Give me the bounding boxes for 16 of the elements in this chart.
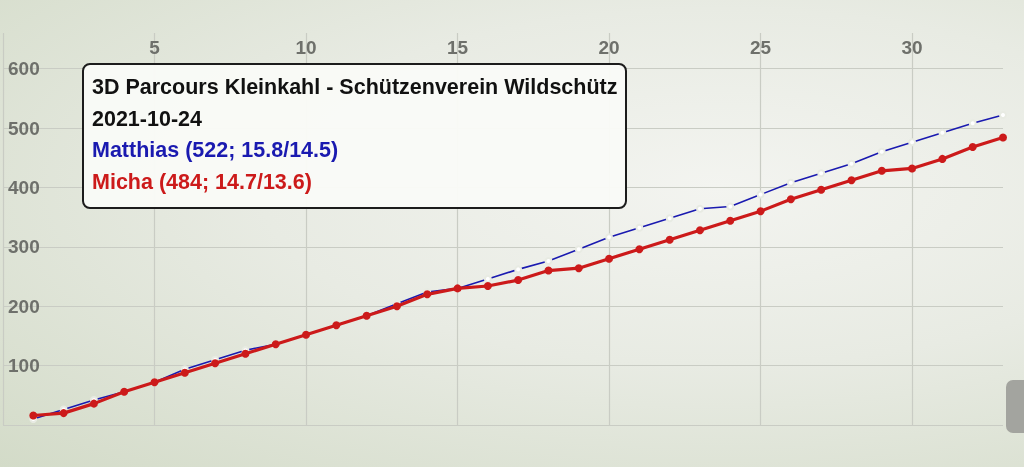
y-tick-label: 200 [8,295,40,317]
x-tick-label: 20 [598,37,620,58]
text: Micha (484; 14.7/13.6) [92,170,312,194]
y-tick-label: 400 [8,176,40,198]
text: Matthias (522; 15.8/14.5) [92,138,339,162]
y-tick-label: 600 [8,58,40,80]
x-tick-label: 25 [750,37,772,58]
y-tick-label: 300 [8,236,40,258]
x-tick-label: 5 [149,37,161,58]
text: 2021-10-24 [92,107,203,131]
x-tick-label: 30 [901,37,923,58]
x-tick-label: 15 [446,37,469,58]
x-tick-label: 10 [295,37,317,58]
y-tick-label: 100 [8,355,40,377]
text: 3D Parcours Kleinkahl - Schützenverein Wildschütz [92,75,618,99]
y-tick-label: 500 [8,117,40,139]
